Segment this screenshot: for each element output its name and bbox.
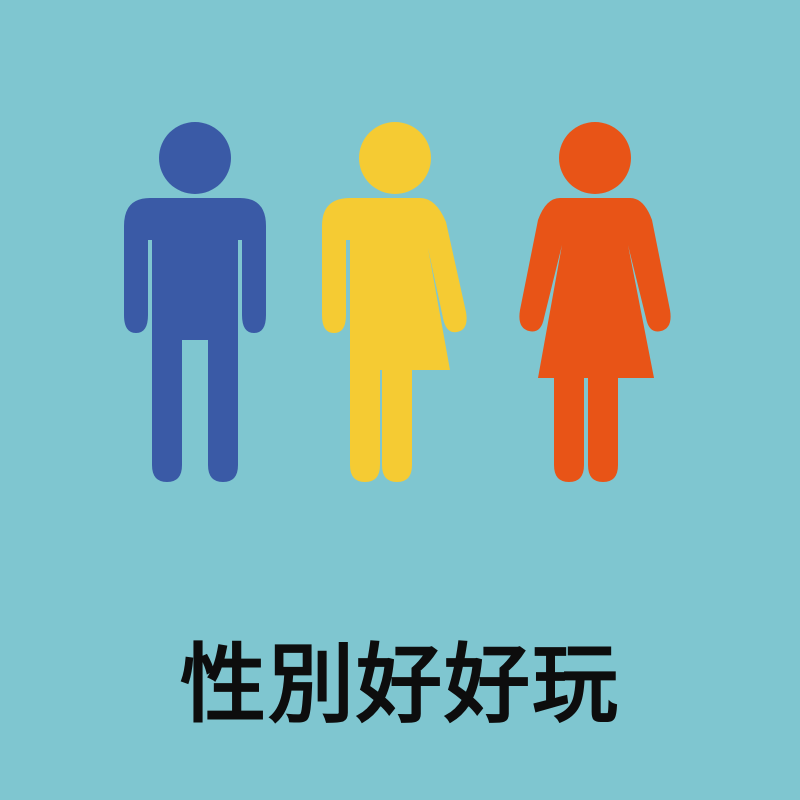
female-figure-icon bbox=[519, 122, 671, 482]
caption-title: 性別好好玩 bbox=[180, 635, 620, 735]
figures-illustration bbox=[124, 122, 671, 482]
male-figure-icon bbox=[124, 122, 266, 482]
nonbinary-figure-icon bbox=[322, 122, 467, 482]
